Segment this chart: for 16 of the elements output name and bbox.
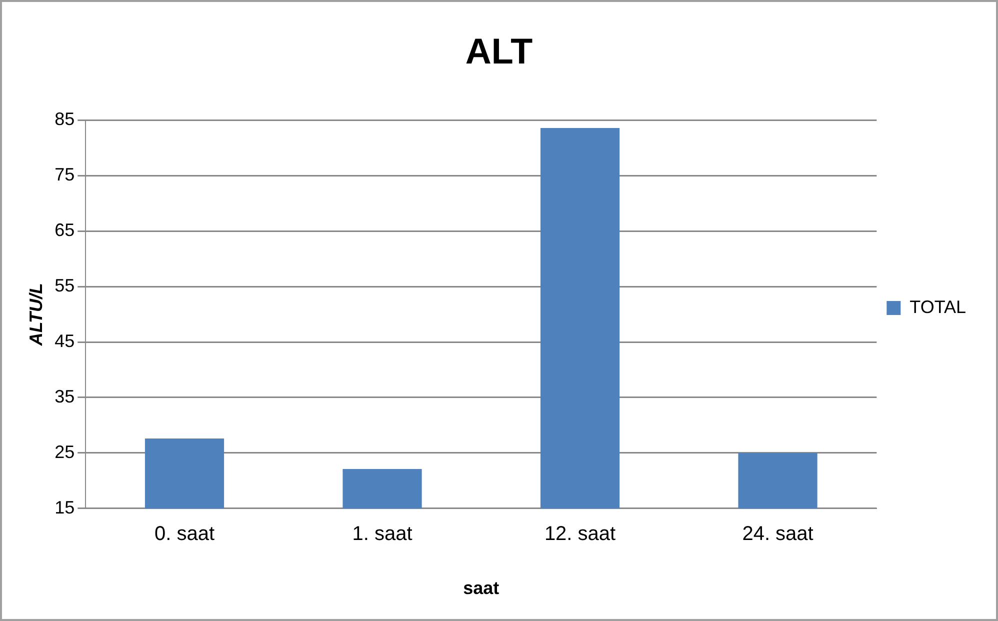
y-tick-label: 35: [54, 386, 75, 406]
y-tick-label: 55: [54, 276, 75, 296]
y-axis-title: ALTU/L: [26, 282, 46, 347]
y-tick-label: 45: [54, 330, 75, 351]
x-axis-title: saat: [463, 578, 500, 598]
y-tick-label: 15: [54, 497, 75, 518]
legend-label: TOTAL: [910, 296, 966, 317]
x-tick-label: 0. saat: [154, 522, 215, 545]
x-tick-label: 12. saat: [544, 522, 616, 545]
y-tick-label: 75: [54, 164, 75, 185]
chart-title: ALT: [465, 30, 533, 72]
x-tick-label: 24. saat: [742, 522, 814, 545]
x-tick-label: 1. saat: [352, 522, 413, 545]
y-tick-label: 85: [54, 109, 75, 130]
y-tick-label: 25: [54, 442, 75, 462]
y-tick-label: 65: [54, 220, 75, 240]
